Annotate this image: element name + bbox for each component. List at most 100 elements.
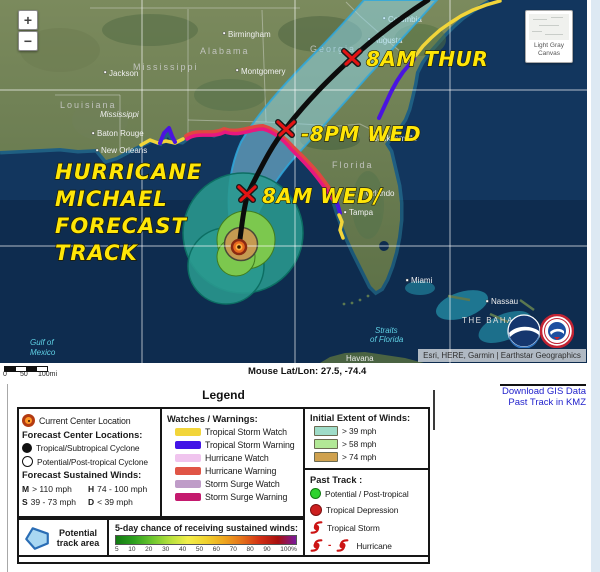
legend-side-divider [433,390,435,430]
map-attribution: Esri, HERE, Garmin | Earthstar Geographi… [418,349,586,362]
label-orlando: Orlando [366,189,395,198]
waypoint-x-marks [236,48,363,203]
post-tropical-dot-icon [310,488,321,499]
ts-watch-swatch [175,428,201,436]
potential-track-area-icon [25,526,49,550]
legend-watches-box: Watches / Warnings: Tropical Storm Watch… [160,407,305,518]
nws-logo [540,314,574,348]
legend-extent-box: Initial Extent of Winds: > 39 mph > 58 m… [303,407,430,470]
legend-five-day-box: 5-day chance of receiving sustained wind… [107,518,305,557]
forecast-centers-heading: Forecast Center Locations: [22,430,143,440]
cuba [320,352,424,363]
links-divider [500,384,586,386]
tropical-depression-dot-icon [310,504,322,516]
label-havana: Havana [346,354,374,363]
label-mississippi: Mississippi [133,62,199,72]
watches-heading: Watches / Warnings: [167,414,258,424]
map-title-line4: TRACK [55,241,139,265]
hurricane-icon [336,539,349,552]
label-montgomery: Montgomery [241,67,285,76]
current-center-symbol [230,238,248,256]
label-gulf-of-mexico-1: Gulf of [30,338,54,347]
label-jackson: Jackson [109,69,138,78]
label-gulf-of-mexico-2: Mexico [30,348,56,357]
label-new-orleans: New Orleans [101,146,147,155]
current-center-icon [22,414,35,427]
legend-title: Legend [202,388,245,402]
map-title-line1: HURRICANE [55,160,202,184]
basemap-thumbnail [529,14,569,40]
florida-keys [342,294,370,306]
surge-watch-swatch [175,480,201,488]
waypoint-label-8am-wed: 8AM WED/ [262,184,383,208]
label-straits-1: Straits [375,326,398,335]
label-alabama: Alabama [200,46,250,56]
ts-warning-mississippi [158,126,177,145]
legend-forecast-box: Current Center Location Forecast Center … [17,407,162,518]
label-jacksonville: Jacksonville [374,134,418,143]
wind-category-row-1: M > 110 mph H 74 - 100 mph [22,483,148,494]
label-nassau: Nassau [491,297,518,306]
wind-category-row-2: S 39 - 73 mph D < 39 mph [22,497,133,507]
five-day-gradient-bar [115,535,297,545]
ts-warning-westflorida [333,196,342,215]
extent-heading: Initial Extent of Winds: [310,413,411,423]
five-day-ticks: 5 10 20 30 40 50 60 70 80 90 100% [115,546,297,553]
map-title-line3: FORECAST [55,214,188,238]
label-florida: Florida [332,160,374,170]
hurricane-icon [310,539,323,552]
potential-track-label: Potential track area [56,527,100,548]
tropical-storm-icon [310,521,323,534]
zoom-in-button[interactable]: + [18,10,38,30]
five-day-heading: 5-day chance of receiving sustained wind… [115,523,298,533]
extent-39-swatch [314,426,338,436]
potential-cyclone-label: Potential/Post-tropical Cyclone [37,456,148,467]
basemap-label: Light Gray Canvas [534,42,564,57]
map-title-line2: MICHAEL [55,187,168,211]
label-mississippi-river: Mississippi [100,110,139,119]
past-track-kmz-link[interactable]: Past Track in KMZ [508,396,586,408]
legend-potential-track-box: Potential track area [17,518,109,557]
label-straits-2: of Florida [370,335,404,344]
page-right-gutter [587,0,600,572]
ts-warning-atlantic [377,57,416,120]
map-scalebar [4,366,48,372]
mouse-latlon-readout: Mouse Lat/Lon: 27.5, -74.4 [248,366,367,377]
surge-warning-swatch [175,493,201,501]
label-tampa: Tampa [349,208,374,217]
place-labels: Columbia Augusta Georgia Alabama Birming… [30,15,536,363]
open-circle-icon [22,456,33,467]
tropical-cyclone-label: Tropical/Subtropical Cyclone [36,443,140,453]
download-gis-link[interactable]: Download GIS Data [502,386,586,397]
left-border-line [7,384,8,572]
hurricane-watch-swatch [175,454,201,462]
label-bahamas: THE BAHAMAS [462,316,536,325]
hurricane-warning-swatch [175,467,201,475]
label-baton-rouge: Baton Rouge [97,129,144,138]
map[interactable]: Columbia Augusta Georgia Alabama Birming… [0,0,587,363]
ts-warning-swatch [175,441,201,449]
extent-74-swatch [314,452,338,462]
current-center-label: Current Center Location [39,415,131,426]
zoom-out-button[interactable]: − [18,31,38,51]
past-track-heading: Past Track : [310,475,363,485]
legend-past-track-box: Past Track : Potential / Post-tropical T… [303,468,430,557]
sustained-winds-heading: Forecast Sustained Winds: [22,470,142,480]
label-birmingham: Birmingham [228,30,271,39]
scalebar-label-50: 50 [20,371,28,378]
waypoint-label-8pm-wed: -8PM WED [301,122,421,146]
filled-circle-icon [22,443,32,453]
terrain-texture [20,14,446,239]
ts-watch-atlantic [414,0,502,57]
scalebar-label-100mi: 100mi [38,371,58,378]
basemap-toggle-widget[interactable]: Light Gray Canvas [525,10,573,63]
scalebar-label-0: 0 [3,371,7,378]
graticule [0,0,587,363]
map-container[interactable]: Columbia Augusta Georgia Alabama Birming… [0,0,587,363]
label-miami: Miami [411,276,433,285]
ts-watch-westflorida [337,213,345,240]
waypoint-label-8am-thur: 8AM THUR [366,47,488,71]
hurricane-dash: - [328,540,332,551]
label-louisiana: Louisiana [60,100,117,110]
